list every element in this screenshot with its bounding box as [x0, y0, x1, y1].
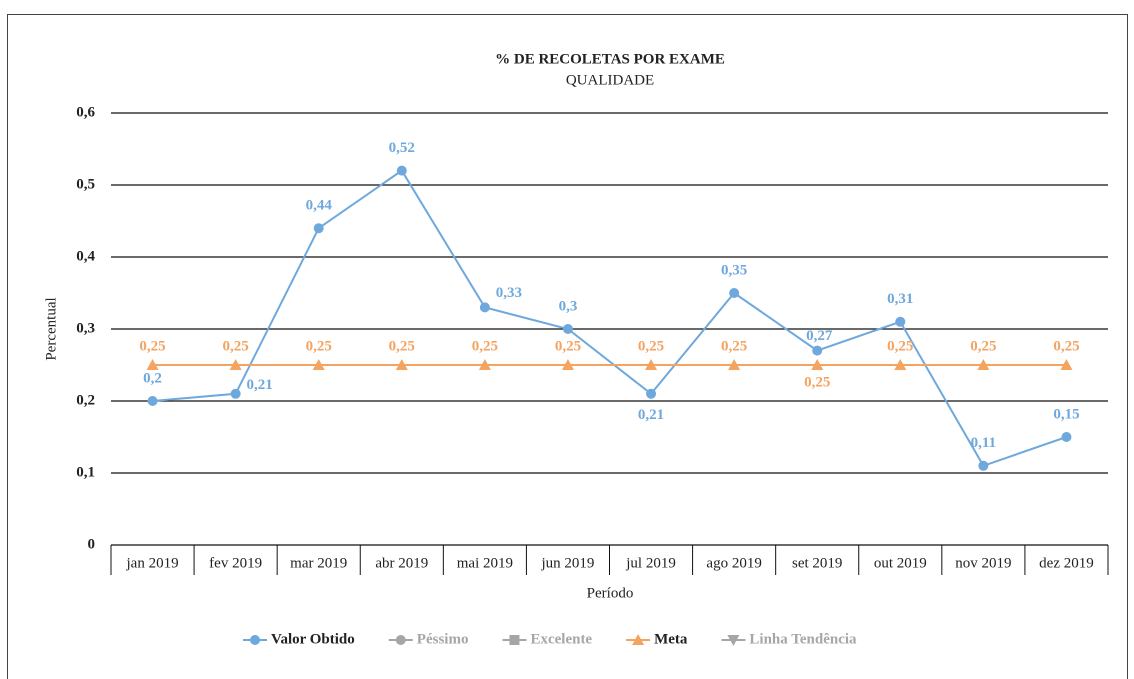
legend-label: Valor Obtido — [271, 631, 355, 647]
x-tick-label: mar 2019 — [290, 555, 347, 571]
data-point — [561, 359, 574, 370]
legend-marker — [509, 635, 520, 645]
x-tick-label: ago 2019 — [706, 555, 761, 571]
y-tick-label: 0,6 — [76, 104, 95, 120]
data-point — [229, 359, 242, 370]
legend-marker — [395, 635, 406, 645]
x-tick-label: set 2019 — [792, 555, 842, 571]
legend-marker — [250, 635, 260, 645]
x-tick-label: mai 2019 — [457, 555, 513, 571]
data-point — [1060, 359, 1073, 370]
legend-marker — [632, 634, 645, 645]
data-point — [812, 345, 823, 356]
frame — [7, 14, 1128, 679]
data-label: 0,25 — [804, 374, 830, 390]
data-label: 0,25 — [472, 338, 498, 354]
data-point — [1061, 432, 1072, 442]
data-label: 0,25 — [721, 338, 747, 354]
data-point — [895, 316, 906, 327]
data-point — [395, 359, 408, 370]
chart-title: % DE RECOLETAS POR EXAME — [495, 51, 725, 67]
legend-marker — [727, 635, 740, 646]
data-label: 0,25 — [1053, 338, 1079, 354]
data-point — [811, 359, 824, 370]
series-line — [152, 169, 1067, 468]
x-tick-label: jul 2019 — [625, 555, 676, 571]
data-label: 0,25 — [389, 338, 415, 354]
y-tick-label: 0,4 — [76, 248, 95, 264]
data-point — [230, 388, 241, 399]
legend-label: Linha Tendência — [749, 631, 857, 647]
x-tick-label: abr 2019 — [375, 555, 428, 571]
data-label: 0,25 — [970, 338, 996, 354]
x-axis-title: Período — [587, 585, 634, 601]
data-label: 0,25 — [887, 338, 913, 354]
data-point — [147, 396, 158, 406]
data-label: 0,25 — [638, 338, 664, 354]
x-tick-label: jan 2019 — [126, 555, 179, 571]
data-label: 0,21 — [247, 377, 273, 393]
data-point — [313, 223, 324, 234]
chart-subtitle: QUALIDADE — [566, 72, 654, 88]
data-label: 0,31 — [887, 291, 913, 307]
data-label: 0,15 — [1053, 406, 1079, 422]
x-tick-label: out 2019 — [874, 555, 927, 571]
data-point — [478, 359, 491, 370]
y-tick-label: 0,5 — [76, 176, 95, 192]
data-point — [146, 359, 159, 370]
data-label: 0,25 — [223, 338, 249, 354]
data-point — [645, 359, 658, 370]
data-label: 0,25 — [306, 338, 332, 354]
data-label: 0,25 — [139, 338, 165, 354]
data-point — [562, 324, 573, 334]
data-point — [894, 359, 907, 370]
data-label: 0,35 — [721, 262, 747, 278]
data-label: 0,3 — [559, 298, 578, 314]
data-label: 0,11 — [971, 435, 996, 451]
x-tick-label: dez 2019 — [1039, 555, 1094, 571]
x-tick-label: nov 2019 — [955, 555, 1011, 571]
data-label: 0,2 — [143, 370, 162, 386]
data-point — [728, 359, 741, 370]
data-point — [646, 388, 657, 399]
data-label: 0,52 — [389, 140, 415, 156]
y-axis-title: Percentual — [43, 297, 59, 360]
legend-label: Péssimo — [417, 631, 469, 647]
data-label: 0,21 — [638, 407, 664, 423]
data-point — [977, 359, 990, 370]
y-tick-label: 0,3 — [76, 320, 95, 336]
data-label: 0,27 — [806, 328, 833, 344]
data-label: 0,33 — [496, 285, 522, 301]
legend-label: Meta — [654, 631, 688, 647]
y-tick-label: 0,2 — [76, 392, 95, 408]
data-point — [479, 302, 490, 313]
data-label: 0,44 — [306, 198, 333, 214]
legend-label: Excelente — [530, 631, 592, 647]
data-point — [396, 165, 407, 176]
x-tick-label: jun 2019 — [540, 555, 594, 571]
data-point — [978, 460, 989, 471]
x-tick-label: fev 2019 — [209, 555, 262, 571]
data-label: 0,25 — [555, 338, 581, 354]
y-tick-label: 0,1 — [76, 464, 95, 480]
y-tick-label: 0 — [88, 536, 96, 552]
data-point — [312, 359, 325, 370]
data-point — [729, 288, 740, 298]
